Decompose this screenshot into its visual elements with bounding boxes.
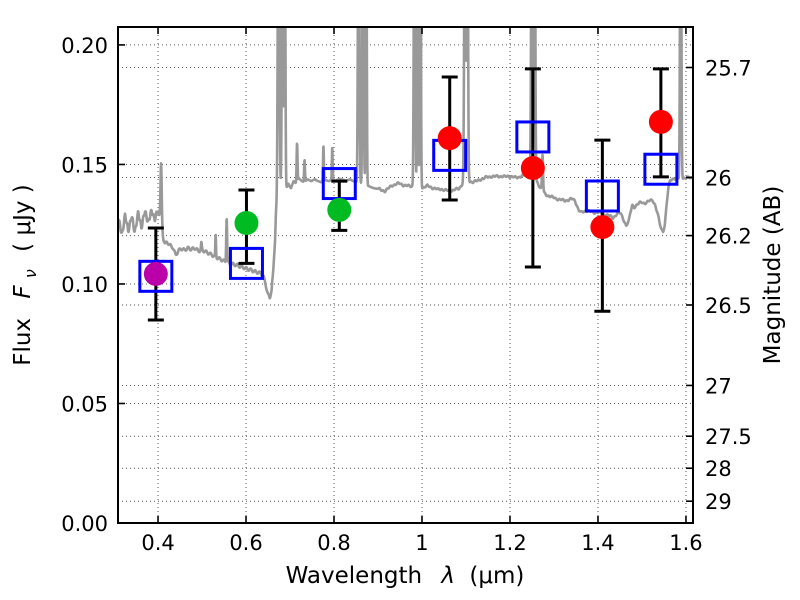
- x-tick-label: 1.4: [581, 531, 614, 555]
- y-axis-left-tick-labels: 0.00 0.05 0.10 0.15 0.20: [61, 34, 108, 536]
- y-left-tick-label: 0.05: [61, 392, 108, 416]
- observed-photometry-point: [143, 261, 168, 286]
- x-axis-title-units: (μm): [469, 563, 524, 589]
- model-photometry-square: [515, 120, 551, 154]
- x-tick-label: 0.8: [317, 531, 350, 555]
- y-right-tick-label: 26.2: [705, 225, 752, 249]
- plot-frame: [117, 26, 694, 524]
- x-axis-tick-labels: 0.4 0.6 0.8 1 1.2 1.4 1.6: [141, 531, 702, 555]
- y-axis-right-title: Magnitude (AB): [760, 186, 786, 365]
- y-left-tick-label: 0.15: [61, 153, 108, 177]
- model-photometry-square: [584, 179, 620, 213]
- y-axis-left-title-subscript: ν: [21, 269, 40, 278]
- x-axis-title-symbol: λ: [439, 563, 455, 589]
- y-left-tick-label: 0.10: [61, 273, 108, 297]
- y-right-tick-label: 26: [705, 166, 732, 190]
- y-axis-right-tick-labels: 25.7 26 26.2 26.5 27 27.5 28 29: [705, 56, 752, 514]
- y-axis-left-title: Flux F ν ( μJy ): [10, 184, 42, 366]
- y-axis-left-ticks: [118, 44, 125, 524]
- observed-point-group: [143, 109, 673, 286]
- y-right-tick-label: 25.7: [705, 56, 752, 80]
- model-photometry-square: [228, 246, 264, 280]
- svg-text:Wavelength λ (: Wavelength λ (μm): [286, 563, 525, 589]
- x-tick-label: 1: [415, 531, 428, 555]
- y-axis-left-title-symbol: F: [10, 285, 36, 299]
- y-right-tick-label: 27: [705, 374, 732, 398]
- y-right-tick-label: 29: [705, 490, 732, 514]
- y-axis-left-title-units: ( μJy ): [10, 184, 36, 252]
- x-tick-label: 0.6: [229, 531, 262, 555]
- x-tick-label: 0.4: [141, 531, 174, 555]
- model-spectrum-group: [118, 27, 693, 300]
- y-right-tick-label: 27.5: [705, 425, 752, 449]
- observed-photometry-point: [520, 156, 545, 181]
- model-spectrum-curve: [118, 27, 693, 300]
- x-axis-title-prefix: Wavelength: [286, 563, 422, 589]
- observed-photometry-point: [234, 211, 259, 236]
- x-tick-label: 1.6: [669, 531, 702, 555]
- observed-photometry-point: [327, 197, 352, 222]
- svg-text:Flux F ν: Flux F ν ( μJy ): [10, 184, 42, 366]
- x-tick-label: 1.2: [493, 531, 526, 555]
- x-axis-ticks: [157, 27, 687, 523]
- observed-photometry-point: [648, 109, 673, 134]
- observed-photometry-point: [590, 215, 615, 240]
- x-axis-title: Wavelength λ (μm): [286, 563, 525, 589]
- model-photometry-square: [138, 259, 174, 293]
- y-left-tick-label: 0.20: [61, 34, 108, 58]
- model-photometry-square: [643, 152, 679, 186]
- y-right-tick-label: 26.5: [705, 294, 752, 318]
- y-left-tick-label: 0.00: [61, 512, 108, 536]
- observed-photometry-point: [437, 126, 462, 151]
- y-axis-left-title-prefix: Flux: [10, 318, 36, 366]
- y-axis-right-title-text: Magnitude (AB): [760, 186, 786, 365]
- y-right-tick-label: 28: [705, 457, 732, 481]
- y-axis-right-ticks: [686, 66, 693, 502]
